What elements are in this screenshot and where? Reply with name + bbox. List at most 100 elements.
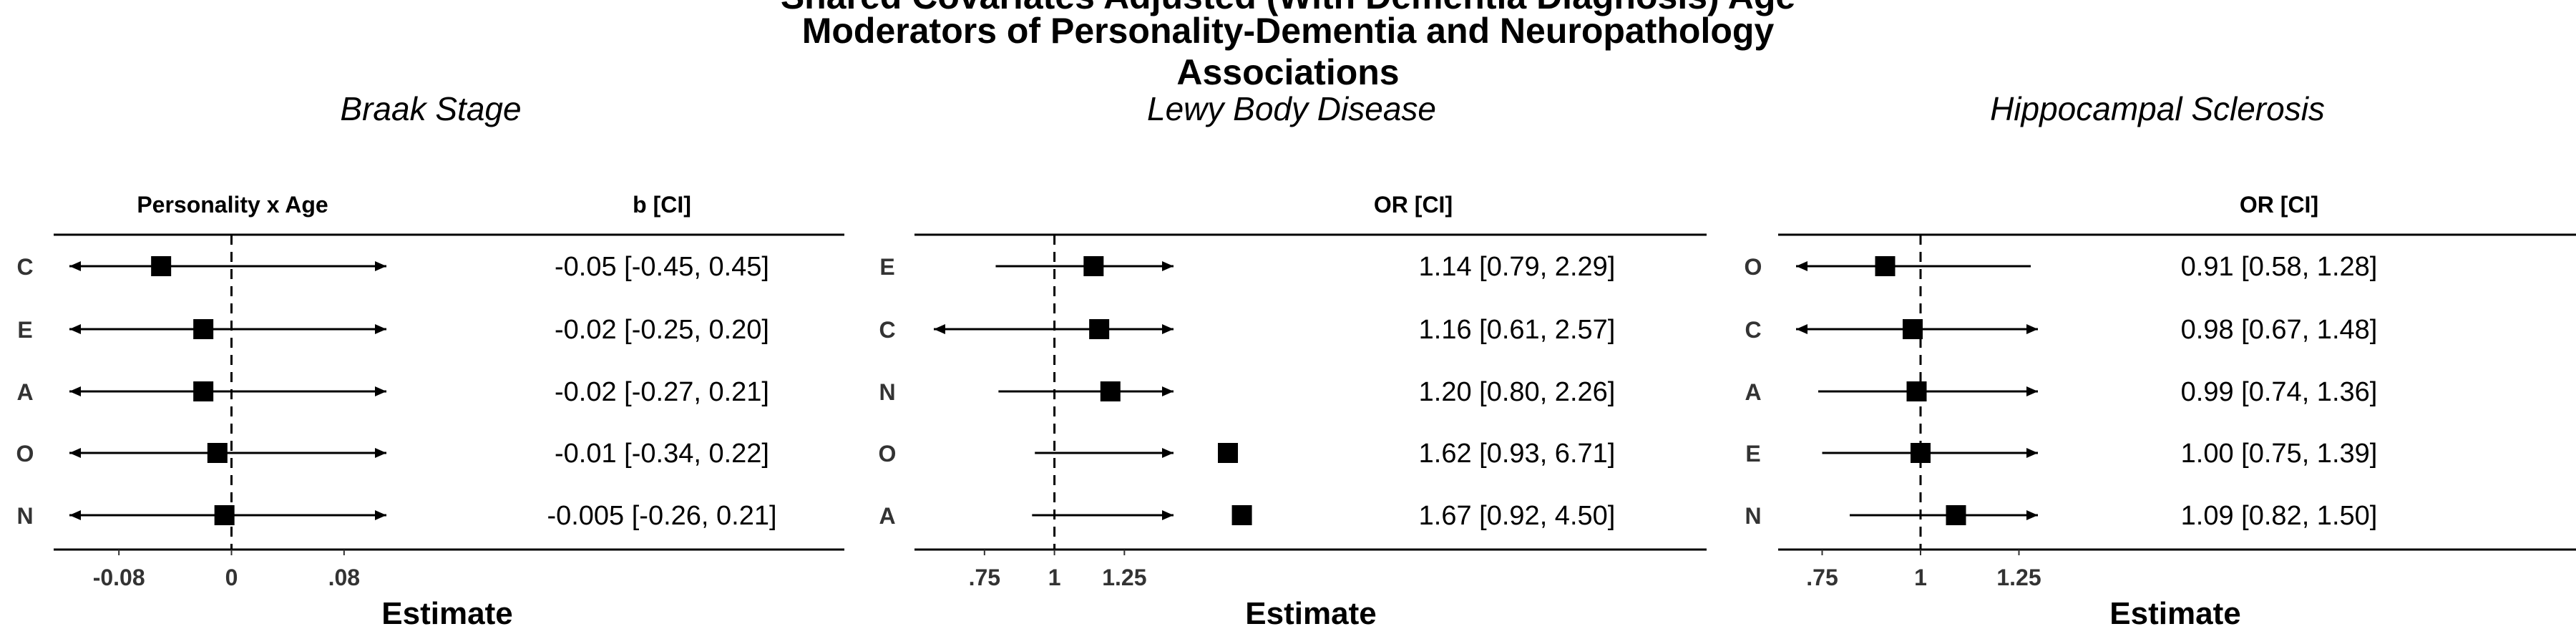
row-label: E: [879, 254, 894, 280]
forest-row: A 0.99 [0.74, 1.36]: [1745, 377, 2377, 407]
forest-row: O 1.62 [0.93, 6.71]: [879, 439, 1616, 469]
ci-text: -0.02 [-0.27, 0.21]: [555, 377, 769, 407]
x-axis-label: Estimate: [2109, 596, 2240, 631]
x-tick-label: 0: [225, 565, 238, 590]
row-label: O: [16, 441, 34, 467]
point-estimate: [1218, 443, 1239, 463]
ci-arrow-right: [375, 324, 386, 334]
title-line-1: Shared Covariates Adjusted (With Dementi…: [781, 0, 1795, 16]
row-label: N: [1745, 503, 1761, 529]
point-estimate: [1903, 319, 1923, 339]
ci-arrow-right: [1162, 448, 1174, 458]
x-tick-label: 1: [1048, 565, 1061, 590]
ci-text: 1.20 [0.80, 2.26]: [1419, 377, 1616, 407]
point-estimate: [1906, 381, 1927, 401]
ci-arrow-left: [934, 324, 945, 334]
ci-arrow-right: [1162, 386, 1174, 396]
row-label: E: [17, 317, 32, 343]
x-tick-label: .75: [1806, 565, 1838, 590]
point-estimate: [1100, 381, 1121, 401]
forest-row: C -0.05 [-0.45, 0.45]: [16, 252, 769, 282]
row-label: A: [879, 503, 895, 529]
panel-3: Hippocampal Sclerosis OR [CI] O 0.91 [0.58,…: [1745, 90, 2576, 631]
point-estimate: [151, 256, 172, 276]
forest-row: N 1.20 [0.80, 2.26]: [879, 377, 1615, 407]
ci-arrow-right: [2026, 510, 2038, 520]
point-estimate: [207, 443, 228, 463]
forest-row: O 0.91 [0.58, 1.28]: [1745, 252, 2378, 282]
point-estimate: [214, 505, 235, 525]
forest-row: A -0.02 [-0.27, 0.21]: [16, 377, 769, 407]
row-label: N: [879, 379, 895, 405]
title-line-3: Associations: [1176, 52, 1399, 92]
x-axis-label: Estimate: [381, 596, 512, 631]
point-estimate: [1231, 505, 1252, 525]
point-estimate: [1875, 256, 1896, 276]
row-label: O: [879, 441, 897, 467]
ci-column-header: b [CI]: [633, 192, 691, 218]
ci-text: 0.99 [0.74, 1.36]: [2181, 377, 2378, 407]
forest-row: E 1.14 [0.79, 2.29]: [879, 252, 1615, 282]
row-label: C: [879, 317, 895, 343]
forest-row: E -0.02 [-0.25, 0.20]: [17, 315, 769, 345]
ci-text: -0.02 [-0.25, 0.20]: [555, 315, 769, 345]
title-line-2: Moderators of Personality-Dementia and N…: [802, 11, 1775, 51]
point-estimate: [1946, 505, 1966, 525]
ci-arrow-left: [69, 510, 81, 520]
row-label: O: [1745, 254, 1762, 280]
forest-row: O -0.01 [-0.34, 0.22]: [16, 439, 769, 469]
row-label: C: [1745, 317, 1761, 343]
ci-arrow-left: [1796, 324, 1807, 334]
ci-arrow-left: [69, 324, 81, 334]
ci-text: 1.16 [0.61, 2.57]: [1419, 315, 1616, 345]
ci-column-header: OR [CI]: [2240, 192, 2318, 218]
ci-arrow-left: [1796, 261, 1807, 271]
ci-arrow-right: [375, 448, 386, 458]
label-column-header: Personality x Age: [137, 192, 328, 218]
point-estimate: [1083, 256, 1104, 276]
row-label: E: [1745, 441, 1760, 467]
ci-text: -0.005 [-0.26, 0.21]: [547, 501, 776, 531]
ci-arrow-left: [69, 448, 81, 458]
ci-arrow-left: [69, 386, 81, 396]
row-label: A: [16, 379, 33, 405]
forest-row: A 1.67 [0.92, 4.50]: [879, 501, 1615, 531]
x-tick-label: 1.25: [1102, 565, 1146, 590]
row-label: A: [1745, 379, 1761, 405]
ci-arrow-right: [375, 510, 386, 520]
ci-text: 0.91 [0.58, 1.28]: [2181, 252, 2378, 282]
forest-row: C 0.98 [0.67, 1.48]: [1745, 315, 2377, 345]
panel-2: Lewy Body Disease OR [CI] E 1.14 [0.79, 2.2…: [879, 90, 1707, 631]
ci-arrow-right: [2026, 448, 2038, 458]
forest-row: C 1.16 [0.61, 2.57]: [879, 315, 1615, 345]
ci-arrow-right: [2026, 324, 2038, 334]
ci-column-header: OR [CI]: [1374, 192, 1453, 218]
point-estimate: [1911, 443, 1931, 463]
x-tick-label: 1: [1914, 565, 1927, 590]
panel-subtitle: Braak Stage: [340, 90, 521, 127]
x-tick-label: 1.25: [1996, 565, 2041, 590]
ci-arrow-right: [375, 261, 386, 271]
x-tick-label: .08: [328, 565, 360, 590]
x-axis-label: Estimate: [1245, 596, 1376, 631]
x-tick-label: -0.08: [93, 565, 145, 590]
forest-row: N 1.09 [0.82, 1.50]: [1745, 501, 2377, 531]
ci-arrow-right: [1162, 324, 1174, 334]
ci-text: 0.98 [0.67, 1.48]: [2181, 315, 2378, 345]
forest-row: N -0.005 [-0.26, 0.21]: [16, 501, 776, 531]
panel-subtitle: Lewy Body Disease: [1147, 90, 1436, 127]
forest-row: E 1.00 [0.75, 1.39]: [1745, 439, 2377, 469]
ci-arrow-right: [375, 386, 386, 396]
ci-text: 1.00 [0.75, 1.39]: [2181, 439, 2378, 469]
panel-subtitle: Hippocampal Sclerosis: [1990, 90, 2325, 127]
ci-text: 1.67 [0.92, 4.50]: [1419, 501, 1616, 531]
ci-arrow-right: [2026, 386, 2038, 396]
panel-1: Braak Stage Personality x Age b [CI] C -0.05…: [16, 90, 844, 631]
ci-text: -0.05 [-0.45, 0.45]: [555, 252, 769, 282]
row-label: N: [16, 503, 33, 529]
row-label: C: [16, 254, 33, 280]
figure-title: Shared Covariates Adjusted (With Dementi…: [781, 0, 1795, 92]
point-estimate: [1089, 319, 1110, 339]
ci-text: -0.01 [-0.34, 0.22]: [555, 439, 769, 469]
